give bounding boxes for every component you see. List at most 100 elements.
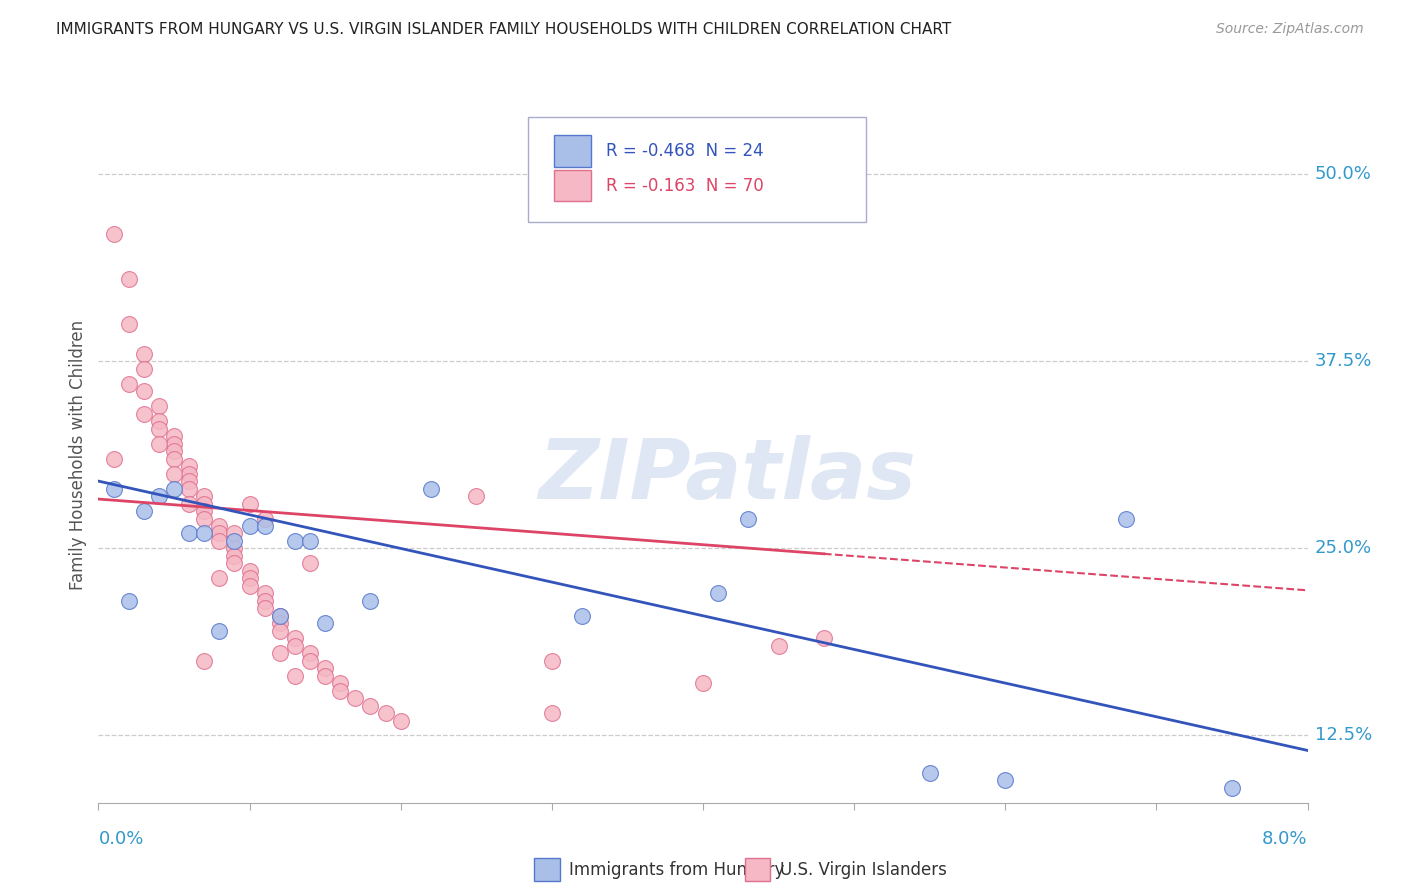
Point xyxy=(389,714,412,728)
Point xyxy=(465,489,488,503)
Point xyxy=(571,608,593,623)
Text: 50.0%: 50.0% xyxy=(1315,165,1371,184)
Point xyxy=(1115,511,1137,525)
Bar xyxy=(554,136,591,167)
Point xyxy=(208,571,231,585)
Point xyxy=(253,594,276,608)
Point xyxy=(224,526,246,541)
Point xyxy=(163,444,186,458)
Point xyxy=(737,511,759,525)
Point xyxy=(103,451,125,466)
Point xyxy=(118,317,141,331)
Bar xyxy=(554,170,591,202)
Text: 25.0%: 25.0% xyxy=(1315,540,1372,558)
Text: 12.5%: 12.5% xyxy=(1315,726,1372,745)
Point xyxy=(179,459,201,474)
Point xyxy=(239,571,262,585)
Point xyxy=(193,526,215,541)
Point xyxy=(193,654,215,668)
Point xyxy=(239,497,262,511)
Text: 37.5%: 37.5% xyxy=(1315,352,1372,370)
Point xyxy=(707,586,730,600)
Point xyxy=(148,399,170,413)
Point xyxy=(103,482,125,496)
Point xyxy=(768,639,790,653)
Point xyxy=(193,497,215,511)
Point xyxy=(269,608,291,623)
Point xyxy=(148,489,170,503)
Point xyxy=(163,451,186,466)
Text: R = -0.163  N = 70: R = -0.163 N = 70 xyxy=(606,177,763,194)
Point xyxy=(193,511,215,525)
Point xyxy=(374,706,396,720)
Point xyxy=(284,631,307,645)
Point xyxy=(314,661,336,675)
Point xyxy=(284,639,307,653)
Point xyxy=(692,676,714,690)
Y-axis label: Family Households with Children: Family Households with Children xyxy=(69,320,87,590)
Text: Immigrants from Hungary: Immigrants from Hungary xyxy=(569,861,785,879)
Point xyxy=(314,668,336,682)
Point xyxy=(118,594,141,608)
Point xyxy=(994,773,1017,788)
Point xyxy=(224,541,246,556)
Point xyxy=(359,698,381,713)
Point xyxy=(299,533,322,548)
Point xyxy=(253,511,276,525)
Point xyxy=(118,272,141,286)
Point xyxy=(1220,780,1243,795)
Point xyxy=(284,533,307,548)
Point xyxy=(163,429,186,443)
Point xyxy=(269,646,291,660)
Point xyxy=(208,519,231,533)
Point xyxy=(163,482,186,496)
Point xyxy=(540,654,562,668)
Point xyxy=(132,347,155,361)
Point xyxy=(179,467,201,481)
Point xyxy=(148,436,170,450)
Point xyxy=(132,407,155,421)
Point xyxy=(269,616,291,631)
Point xyxy=(179,526,201,541)
Text: 0.0%: 0.0% xyxy=(98,830,143,847)
Point xyxy=(163,436,186,450)
Point xyxy=(193,504,215,518)
Text: U.S. Virgin Islanders: U.S. Virgin Islanders xyxy=(780,861,948,879)
Point xyxy=(253,601,276,615)
Point xyxy=(132,362,155,376)
Text: Source: ZipAtlas.com: Source: ZipAtlas.com xyxy=(1216,22,1364,37)
Point xyxy=(540,706,562,720)
Point xyxy=(208,533,231,548)
Point xyxy=(224,557,246,571)
Point xyxy=(208,526,231,541)
Point xyxy=(239,564,262,578)
Point xyxy=(918,765,941,780)
Point xyxy=(813,631,835,645)
Point xyxy=(118,376,141,391)
Point xyxy=(299,646,322,660)
Text: R = -0.468  N = 24: R = -0.468 N = 24 xyxy=(606,142,763,160)
Text: 8.0%: 8.0% xyxy=(1263,830,1308,847)
Point xyxy=(239,519,262,533)
Point xyxy=(179,497,201,511)
Point xyxy=(253,586,276,600)
Point xyxy=(314,616,336,631)
Point xyxy=(269,608,291,623)
Point xyxy=(224,533,246,548)
Point xyxy=(329,683,352,698)
Point xyxy=(148,422,170,436)
Point xyxy=(208,624,231,638)
Point xyxy=(224,549,246,563)
Point xyxy=(163,467,186,481)
Point xyxy=(299,557,322,571)
Text: IMMIGRANTS FROM HUNGARY VS U.S. VIRGIN ISLANDER FAMILY HOUSEHOLDS WITH CHILDREN : IMMIGRANTS FROM HUNGARY VS U.S. VIRGIN I… xyxy=(56,22,952,37)
Point xyxy=(132,384,155,399)
Point xyxy=(239,579,262,593)
Point xyxy=(148,414,170,428)
Point xyxy=(253,519,276,533)
Point xyxy=(299,654,322,668)
Point xyxy=(344,691,367,706)
Point xyxy=(193,489,215,503)
Point xyxy=(103,227,125,242)
Point xyxy=(284,668,307,682)
